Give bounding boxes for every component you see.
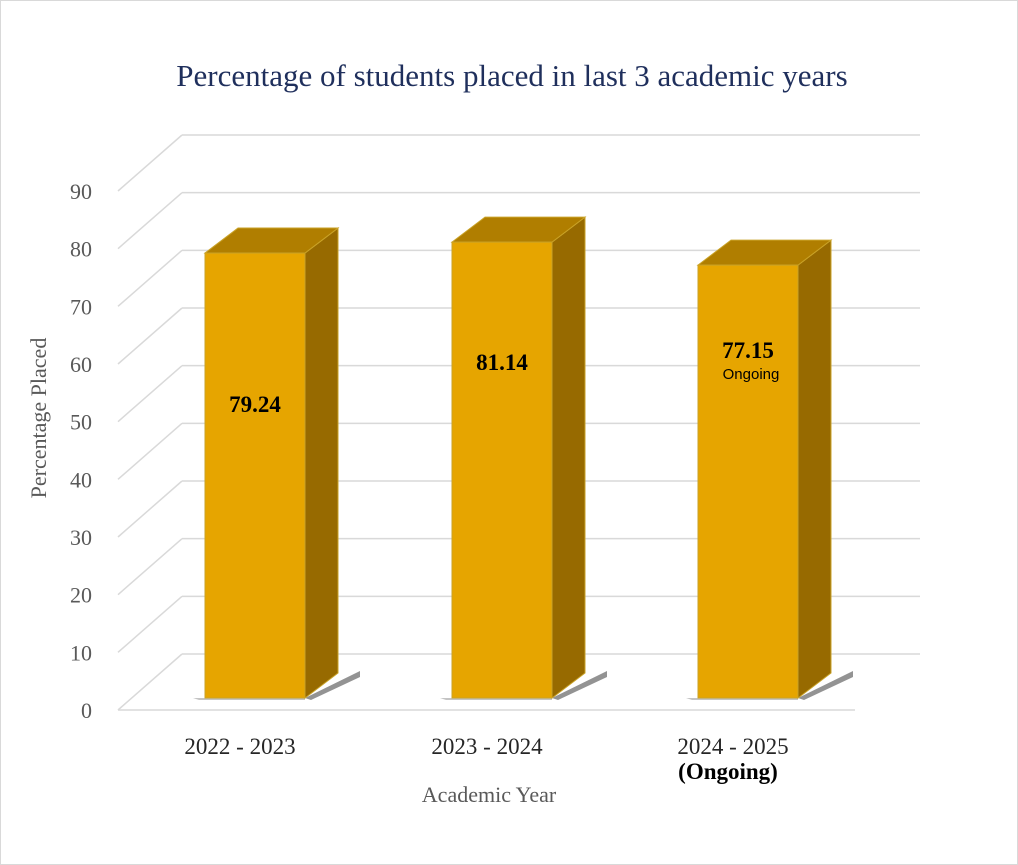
x-axis-label: Academic Year <box>422 782 557 807</box>
y-tick-label: 30 <box>70 525 92 550</box>
y-axis-label: Percentage Placed <box>26 338 51 499</box>
gridline-diagonal <box>117 249 183 307</box>
gridline-diagonal <box>117 192 183 250</box>
y-tick-label: 50 <box>70 410 92 435</box>
bar-3: 77.15 Ongoing <box>686 239 853 700</box>
y-tick-label: 20 <box>70 583 92 608</box>
y-tick-label: 0 <box>81 698 92 723</box>
gridline-diagonal <box>117 307 183 365</box>
y-axis-ticks: 0 10 20 30 40 50 60 70 80 90 <box>70 179 92 723</box>
chart-title: Percentage of students placed in last 3 … <box>176 58 847 93</box>
x-category-label: 2024 - 2025 <box>677 734 788 759</box>
bar-shadow-front <box>440 698 552 700</box>
data-label: 77.15 <box>722 338 774 363</box>
bar-2: 81.14 <box>440 216 607 700</box>
bar-shadow <box>305 671 360 700</box>
y-tick-label: 80 <box>70 237 92 262</box>
gridline-diagonal <box>117 653 183 711</box>
bar-side <box>304 227 339 700</box>
bar-shadow <box>552 671 607 700</box>
y-tick-label: 70 <box>70 294 92 319</box>
y-tick-label: 40 <box>70 467 92 492</box>
y-tick-label: 10 <box>70 640 92 665</box>
bars: 79.24 81.14 77.15 Ongoing <box>193 216 853 700</box>
bar-shadow-front <box>193 698 305 700</box>
gridline-diagonal <box>117 595 183 653</box>
data-label: 81.14 <box>476 350 528 375</box>
bar-front <box>204 252 306 699</box>
x-category-sublabel: (Ongoing) <box>678 759 778 784</box>
gridline-diagonal <box>117 365 183 423</box>
x-axis-categories: 2022 - 2023 2023 - 2024 2024 - 2025(Ongoin… <box>184 734 788 784</box>
x-category-label: 2022 - 2023 <box>184 734 295 759</box>
y-tick-label: 90 <box>70 179 92 204</box>
y-tick-label: 60 <box>70 352 92 377</box>
bar-front <box>451 241 553 699</box>
data-label-note: Ongoing <box>723 366 780 383</box>
bar-side <box>797 239 832 700</box>
x-category-label: 2023 - 2024 <box>431 734 543 759</box>
bar-side <box>551 216 586 700</box>
gridline-diagonal <box>117 422 183 480</box>
bar-1: 79.24 <box>193 227 360 700</box>
gridline-diagonal <box>117 538 183 596</box>
data-label: 79.24 <box>229 392 281 417</box>
bar-front <box>697 264 799 699</box>
gridline-diagonal <box>117 480 183 538</box>
gridline-diagonal <box>117 134 183 192</box>
bar-shadow <box>798 671 853 700</box>
